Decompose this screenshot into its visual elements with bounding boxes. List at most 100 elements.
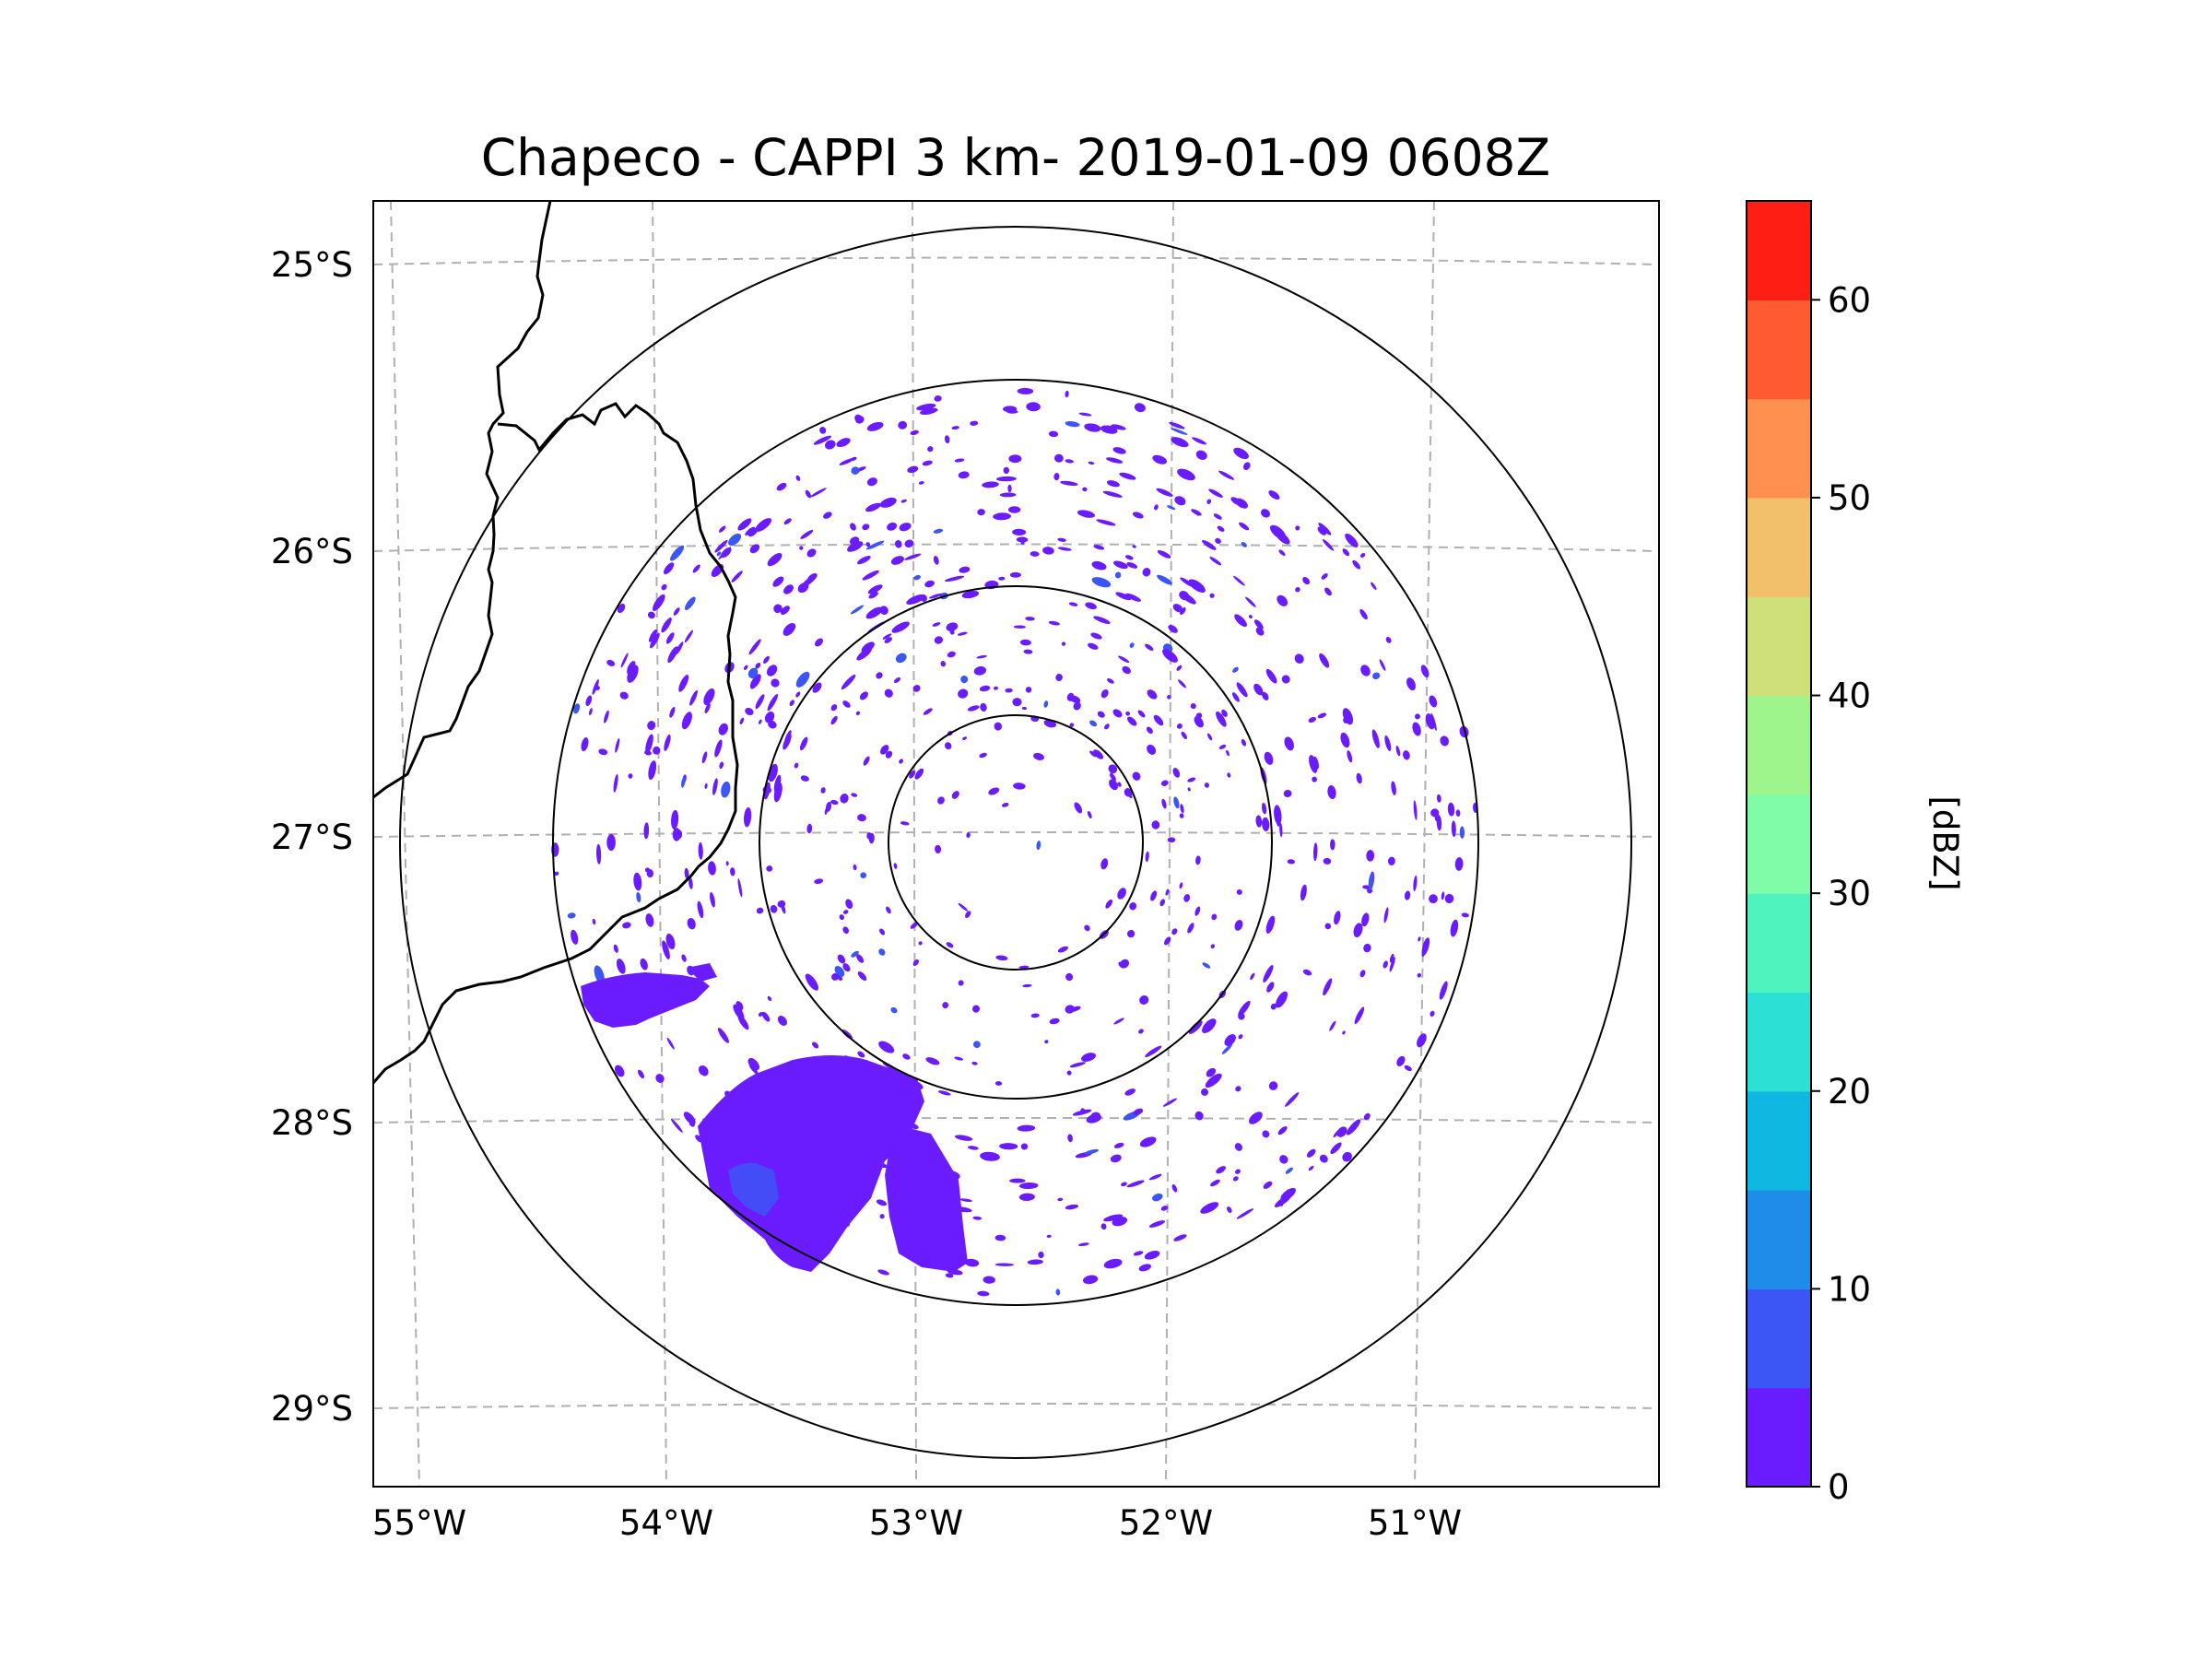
echo-cell xyxy=(1210,1179,1220,1187)
echo-cell xyxy=(814,638,824,647)
colorbar-segment xyxy=(1747,1190,1811,1289)
echo-cell xyxy=(1008,454,1022,464)
echo-cell xyxy=(879,928,886,935)
echo-cell xyxy=(878,948,886,956)
echo-cell xyxy=(688,877,693,889)
echo-cell xyxy=(1211,913,1218,921)
echo-cell xyxy=(954,1135,973,1141)
lon-label-55W: 55°W xyxy=(372,1503,466,1543)
echo-cell xyxy=(800,529,814,539)
echo-cell xyxy=(1100,858,1109,870)
echo-cell xyxy=(1017,1124,1036,1132)
echo-cell xyxy=(1106,480,1120,488)
echo-cell xyxy=(749,544,760,554)
echo-cell xyxy=(1160,1206,1169,1211)
echo-cell xyxy=(744,807,752,828)
echo-cell xyxy=(1119,472,1136,480)
echo-cell xyxy=(1025,617,1035,621)
echo-cell xyxy=(995,476,1017,482)
echo-cell xyxy=(879,1214,885,1219)
echo-cell xyxy=(1110,1154,1122,1163)
echo-cell xyxy=(1145,643,1154,651)
echo-cell xyxy=(1091,577,1112,588)
echo-cell xyxy=(655,1074,665,1083)
echo-cell xyxy=(899,759,904,764)
echo-cell xyxy=(1012,698,1022,707)
echo-cell xyxy=(782,734,792,750)
echo-cell xyxy=(1074,802,1083,814)
echo-cell xyxy=(1440,735,1449,747)
echo-cell xyxy=(912,685,921,692)
echo-cell xyxy=(1179,591,1190,601)
echo-cell xyxy=(1132,771,1141,781)
echo-cell xyxy=(782,622,796,636)
echo-cell xyxy=(1235,498,1249,509)
echo-cell xyxy=(1253,683,1264,696)
map-frame xyxy=(372,200,1660,1488)
echo-cell xyxy=(1150,890,1158,901)
echo-cell xyxy=(884,637,893,643)
gridline-52W xyxy=(1165,201,1174,1487)
echo-cell xyxy=(1118,655,1130,664)
echo-cell xyxy=(920,594,927,602)
echo-cell xyxy=(994,686,998,690)
echo-cell xyxy=(1069,1062,1086,1068)
echo-cell xyxy=(1112,709,1123,718)
echo-cell xyxy=(841,674,856,690)
echo-cell xyxy=(1318,523,1332,535)
echo-cell xyxy=(1139,994,1149,1006)
echo-cell xyxy=(763,655,770,664)
echo-cell xyxy=(1241,542,1247,547)
echo-cell xyxy=(1268,1081,1278,1090)
colorbar-tick-label: 20 xyxy=(1828,1072,1871,1112)
colorbar-tick-label: 60 xyxy=(1828,280,1871,320)
echo-cell xyxy=(1169,421,1185,429)
echo-cell xyxy=(783,584,794,594)
echo-cell xyxy=(830,704,838,712)
echo-cell xyxy=(951,791,959,799)
echo-cell xyxy=(876,1199,888,1206)
echo-cell xyxy=(1324,587,1332,596)
lon-label-53W: 53°W xyxy=(869,1503,963,1543)
echo-cell xyxy=(1425,713,1435,730)
echo-cell xyxy=(805,973,818,991)
echo-cell xyxy=(1108,764,1118,774)
echo-cell xyxy=(1157,550,1171,559)
echo-cell xyxy=(1287,859,1295,865)
echo-cell xyxy=(598,748,608,756)
echo-cell xyxy=(831,972,840,981)
echo-cell xyxy=(648,629,658,642)
echo-cell xyxy=(1138,1264,1151,1272)
echo-cell xyxy=(1033,752,1044,760)
range-ring-1 xyxy=(888,714,1144,971)
echo-cell xyxy=(767,553,782,567)
echo-cell xyxy=(902,1053,911,1060)
echo-cell xyxy=(819,427,827,434)
echo-cell xyxy=(708,861,716,876)
echo-cell xyxy=(1117,782,1122,787)
echo-cell xyxy=(1085,602,1097,610)
echo-cell xyxy=(712,778,718,795)
echo-cell xyxy=(628,773,633,779)
echo-cell xyxy=(1113,1018,1124,1025)
echo-cell xyxy=(714,739,723,758)
echo-cell xyxy=(825,801,832,812)
echo-cell xyxy=(687,917,696,930)
echo-cell xyxy=(1234,920,1243,931)
echo-cell xyxy=(1343,717,1349,724)
echo-cell xyxy=(880,745,889,755)
echo-cell xyxy=(1317,712,1327,719)
echo-cell xyxy=(946,942,954,948)
echo-cell xyxy=(1217,525,1225,532)
echo-cell xyxy=(737,1014,749,1030)
echo-cell xyxy=(1187,777,1196,782)
echo-cell xyxy=(893,677,901,683)
echo-cell xyxy=(1018,965,1030,969)
echo-cell xyxy=(766,865,773,872)
echo-cell xyxy=(1057,547,1072,551)
echo-cell xyxy=(999,492,1017,498)
echo-cell xyxy=(1069,1006,1081,1012)
echo-cell xyxy=(1090,632,1102,640)
echo-cell xyxy=(1164,936,1171,946)
echo-cell xyxy=(1133,1251,1144,1256)
